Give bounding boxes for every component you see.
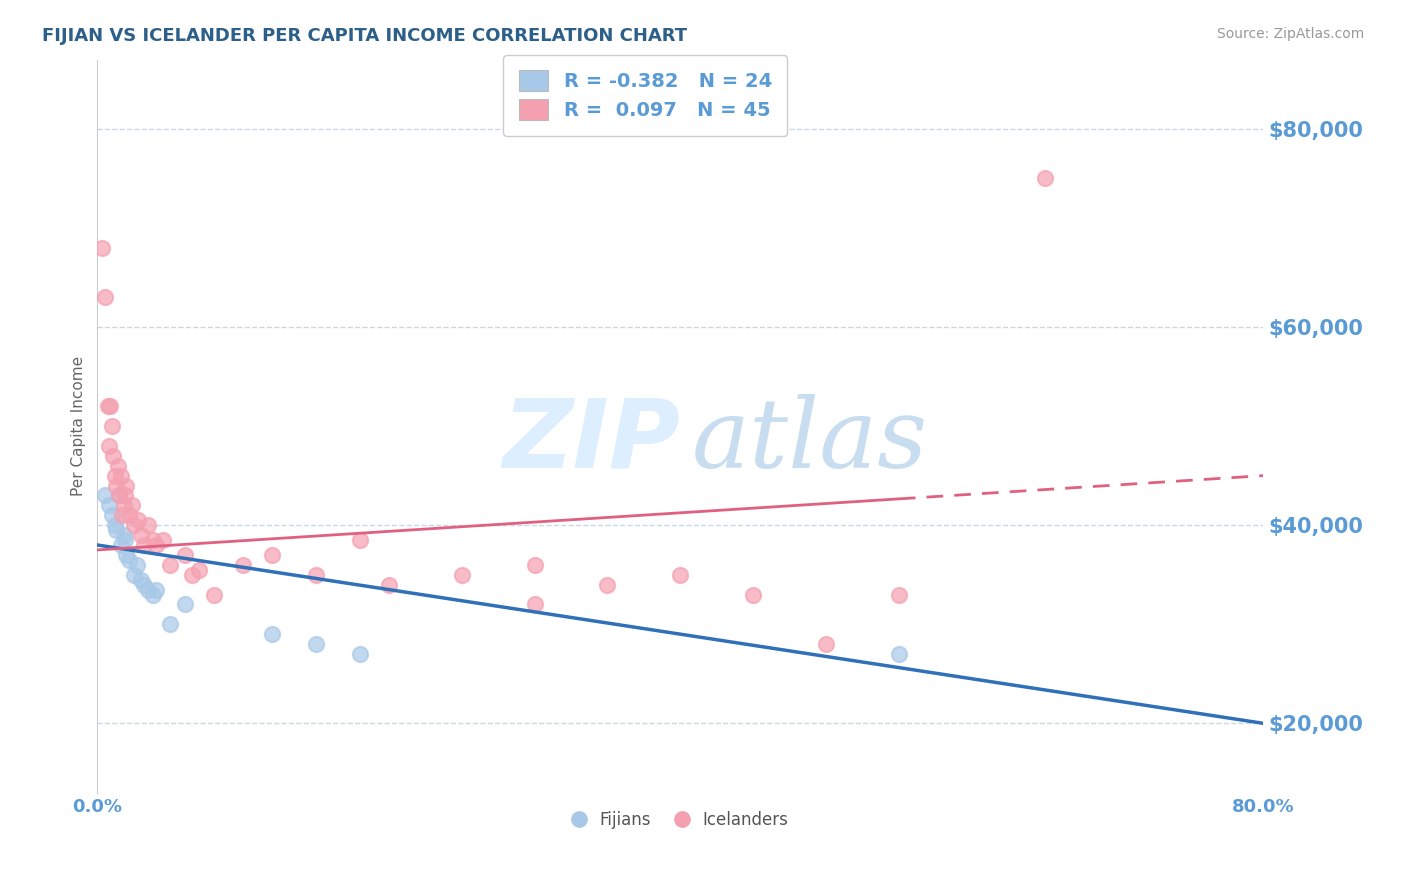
Point <box>349 533 371 547</box>
Point <box>132 577 155 591</box>
Point <box>93 488 115 502</box>
Point <box>105 478 128 492</box>
Point <box>305 567 328 582</box>
Point <box>262 548 284 562</box>
Point <box>108 488 131 502</box>
Point <box>142 588 165 602</box>
Text: Source: ZipAtlas.com: Source: ZipAtlas.com <box>1216 27 1364 41</box>
Point <box>523 598 546 612</box>
Point <box>118 508 141 523</box>
Point <box>122 567 145 582</box>
Point <box>90 241 112 255</box>
Point <box>669 567 692 582</box>
Point <box>98 499 121 513</box>
Point <box>96 400 118 414</box>
Y-axis label: Per Capita Income: Per Capita Income <box>72 356 86 496</box>
Point <box>305 637 328 651</box>
Point <box>138 518 160 533</box>
Point <box>188 563 211 577</box>
Point <box>142 533 165 547</box>
Text: ZIP: ZIP <box>502 394 681 487</box>
Point <box>104 468 127 483</box>
Point <box>114 488 136 502</box>
Point <box>118 553 141 567</box>
Point <box>814 637 837 651</box>
Point <box>115 548 138 562</box>
Point <box>523 558 546 572</box>
Point <box>129 573 152 587</box>
Point <box>114 533 136 547</box>
Point <box>107 458 129 473</box>
Point <box>125 558 148 572</box>
Point <box>103 449 125 463</box>
Text: FIJIAN VS ICELANDER PER CAPITA INCOME CORRELATION CHART: FIJIAN VS ICELANDER PER CAPITA INCOME CO… <box>42 27 688 45</box>
Point <box>138 582 160 597</box>
Point <box>93 290 115 304</box>
Point <box>159 558 181 572</box>
Point <box>450 567 472 582</box>
Point <box>742 588 765 602</box>
Point <box>145 538 167 552</box>
Point <box>112 528 135 542</box>
Point <box>98 439 121 453</box>
Point <box>110 468 132 483</box>
Point <box>349 647 371 661</box>
Point <box>104 518 127 533</box>
Point <box>132 538 155 552</box>
Point <box>596 577 619 591</box>
Point <box>173 598 195 612</box>
Point <box>108 488 131 502</box>
Point <box>378 577 401 591</box>
Point <box>887 647 910 661</box>
Point <box>202 588 225 602</box>
Point <box>887 588 910 602</box>
Point <box>232 558 254 572</box>
Point <box>262 627 284 641</box>
Point <box>101 419 124 434</box>
Point <box>111 508 134 523</box>
Point <box>101 508 124 523</box>
Point <box>105 523 128 537</box>
Point <box>122 518 145 533</box>
Point <box>112 499 135 513</box>
Point <box>121 499 143 513</box>
Point <box>110 538 132 552</box>
Point <box>152 533 174 547</box>
Point <box>173 548 195 562</box>
Point <box>159 617 181 632</box>
Point <box>115 478 138 492</box>
Point <box>181 567 204 582</box>
Point <box>127 513 149 527</box>
Legend: Fijians, Icelanders: Fijians, Icelanders <box>565 805 794 836</box>
Point <box>145 582 167 597</box>
Point <box>129 528 152 542</box>
Point <box>100 400 122 414</box>
Point <box>1033 171 1056 186</box>
Text: atlas: atlas <box>692 393 928 488</box>
